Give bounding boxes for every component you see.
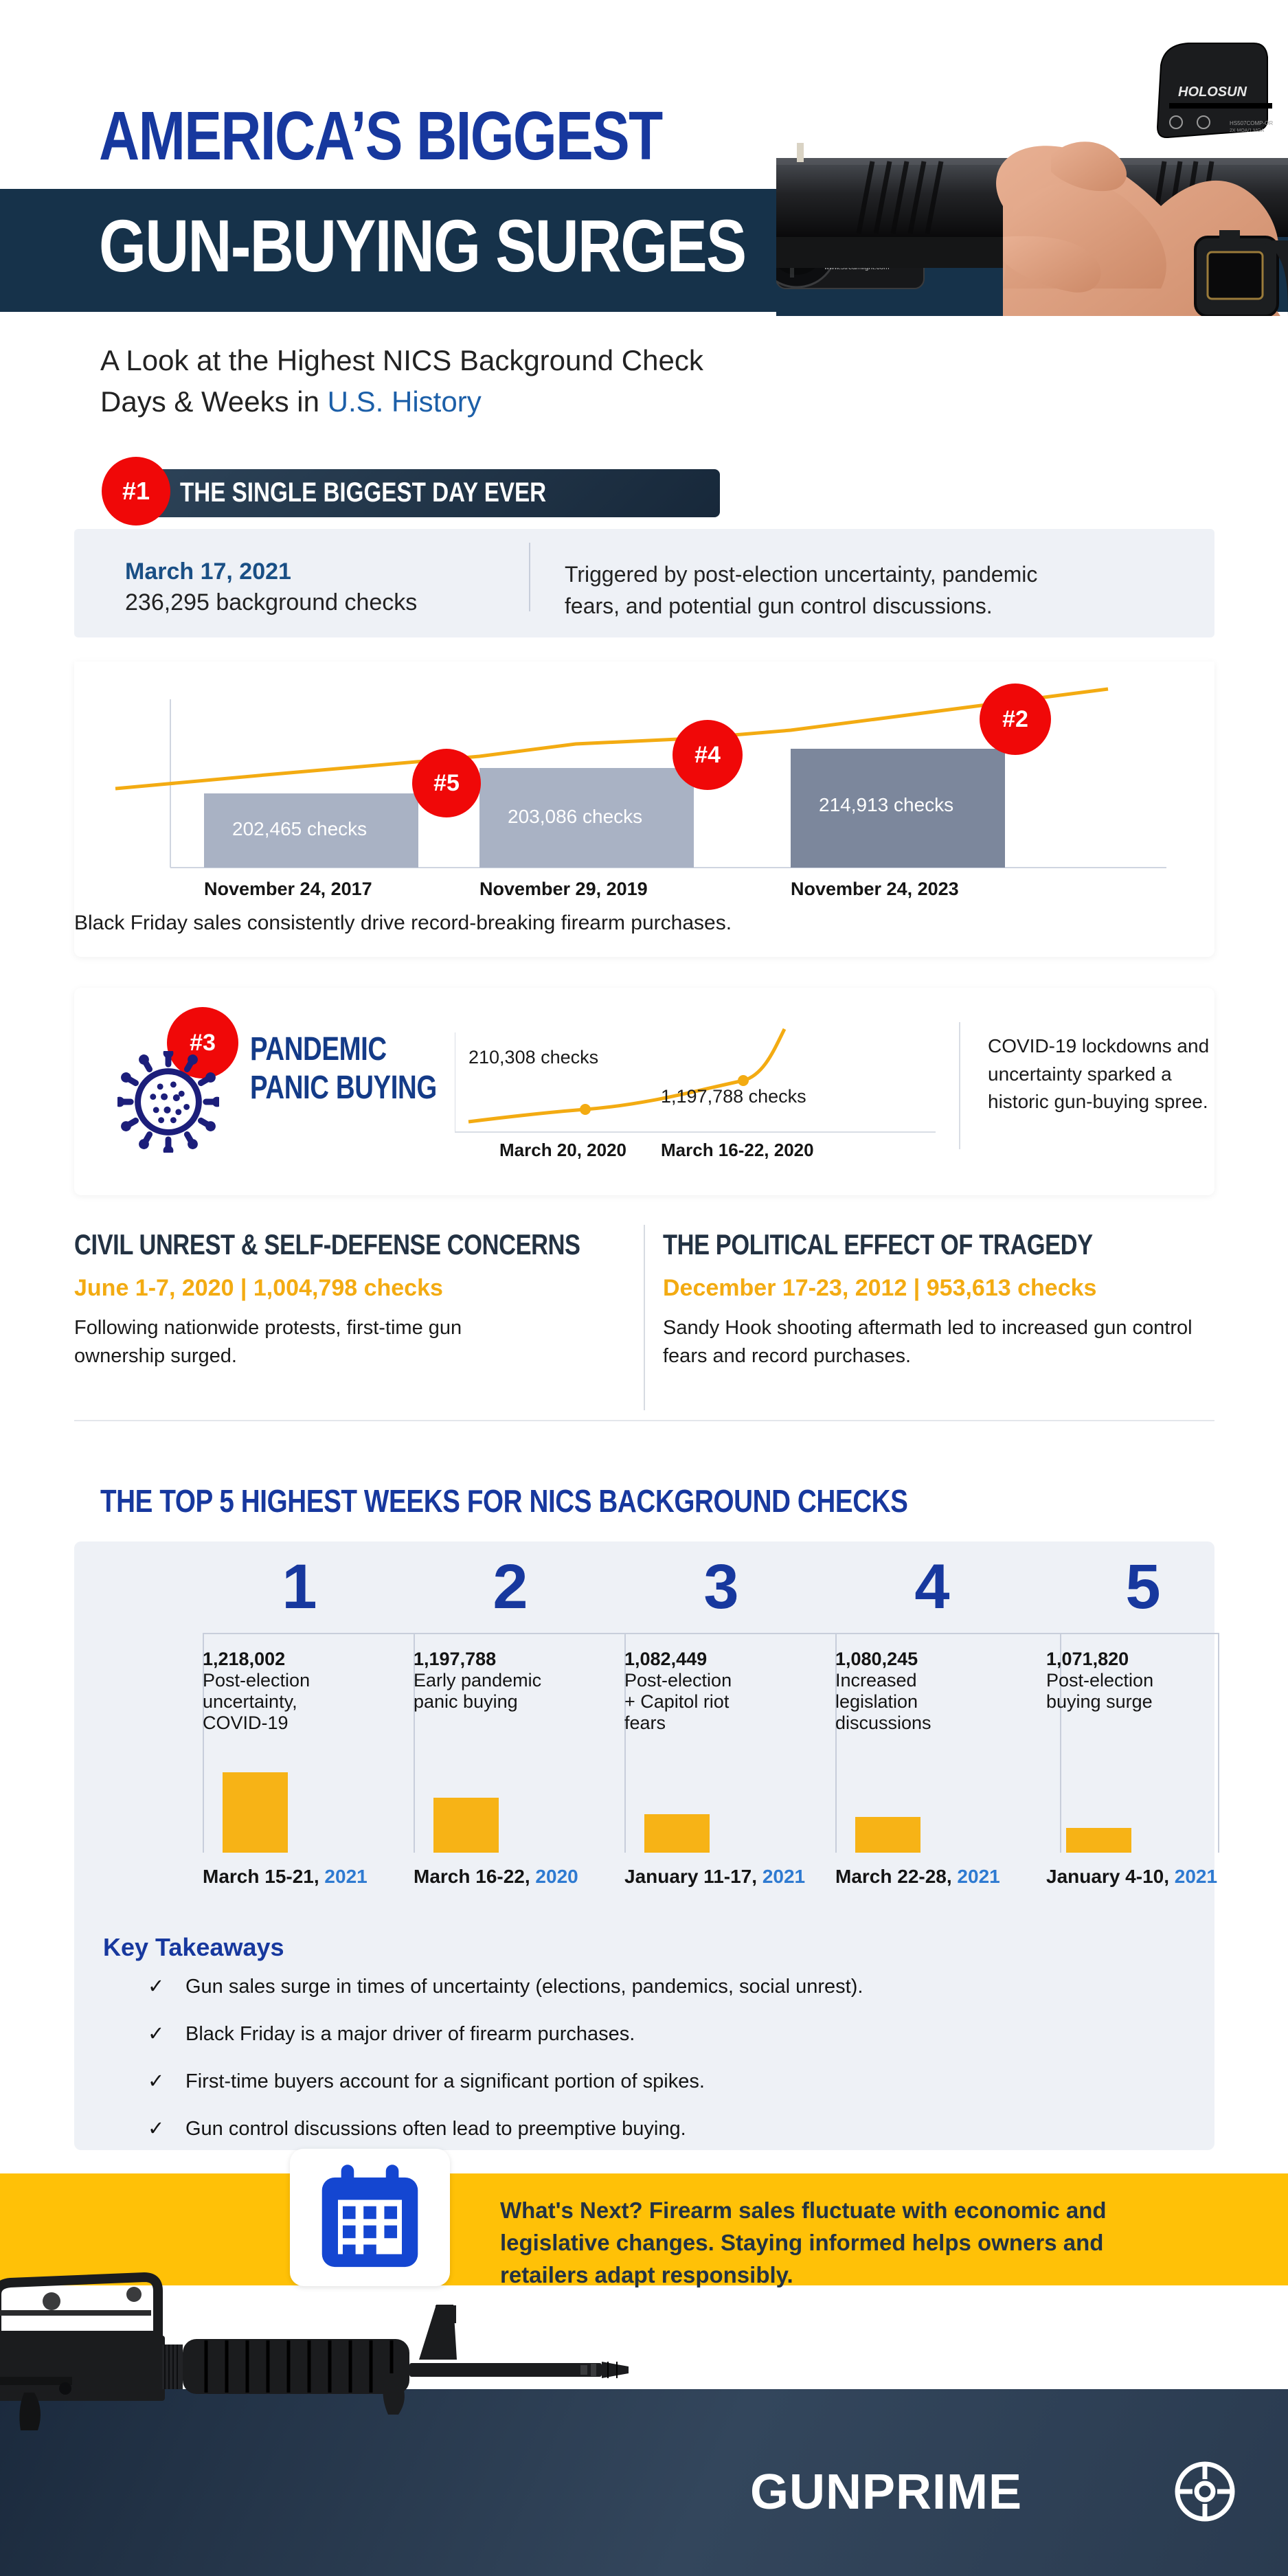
svg-text:March 20, 2020: March 20, 2020 xyxy=(499,1140,626,1160)
svg-text:HOLOSUN: HOLOSUN xyxy=(1178,84,1247,100)
svg-text:Black Friday sales consistentl: Black Friday sales consistently drive re… xyxy=(74,912,732,934)
svg-text:November 24, 2017: November 24, 2017 xyxy=(204,879,372,899)
svg-text:GUNPRIME: GUNPRIME xyxy=(750,2465,1022,2520)
svg-text:November 24, 2023: November 24, 2023 xyxy=(791,879,959,899)
svg-text:2X MOA/1 MOA: 2X MOA/1 MOA xyxy=(1230,128,1265,133)
svg-text:210,308 checks: 210,308 checks xyxy=(468,1047,598,1067)
svg-text:203,086 checks: 203,086 checks xyxy=(508,806,642,827)
svg-text:March 16-22, 2020: March 16-22, 2020 xyxy=(661,1140,814,1160)
svg-text:HS507COMP-OR: HS507COMP-OR xyxy=(1230,120,1273,126)
svg-text:214,913 checks: 214,913 checks xyxy=(819,794,953,815)
svg-text:November 29, 2019: November 29, 2019 xyxy=(479,879,648,899)
svg-text:1,197,788 checks: 1,197,788 checks xyxy=(661,1086,806,1107)
svg-text:202,465 checks: 202,465 checks xyxy=(232,818,367,839)
